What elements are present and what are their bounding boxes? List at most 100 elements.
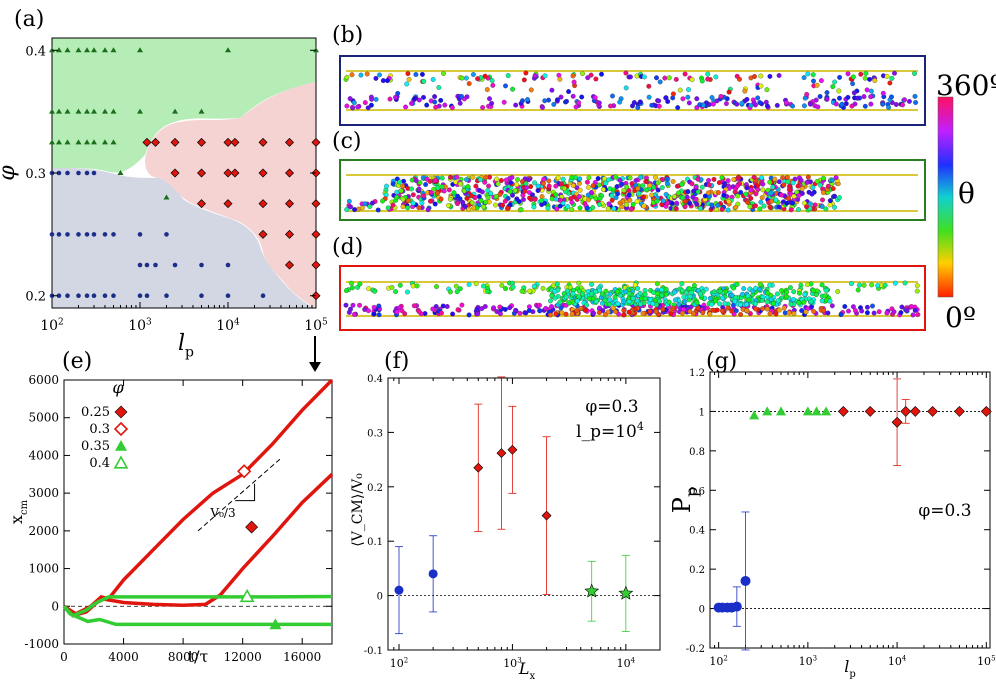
particle (619, 181, 625, 187)
particle (710, 101, 716, 107)
particle (761, 203, 767, 209)
particle (453, 179, 459, 185)
particle (682, 299, 688, 305)
phase-point-green (225, 47, 231, 53)
particle (713, 298, 718, 304)
particle (697, 205, 703, 211)
particle (739, 291, 745, 297)
phase-point-green (49, 139, 55, 145)
particle (553, 311, 559, 317)
particle (576, 294, 582, 300)
phase-point-red (170, 137, 180, 147)
phase-point-green (55, 108, 62, 114)
particle (788, 301, 794, 307)
particle (466, 81, 472, 87)
particle (560, 176, 566, 182)
particle (384, 183, 389, 189)
particle (586, 175, 592, 181)
particle (719, 175, 725, 181)
data-point (584, 583, 600, 598)
particle (820, 197, 825, 203)
particle (759, 195, 765, 201)
phase-point-blue (199, 262, 204, 268)
y-axis-label: xcm (7, 499, 30, 524)
particle (665, 181, 670, 187)
x-tick-label: 103 (503, 657, 521, 670)
particle (611, 206, 617, 212)
particle (753, 203, 758, 209)
particle (810, 287, 816, 293)
particle (540, 285, 546, 291)
particle (764, 87, 770, 93)
phase-point-green (137, 108, 143, 114)
colorbar (937, 96, 954, 298)
data-point (864, 406, 876, 417)
particle (597, 195, 603, 201)
particle (590, 183, 596, 189)
particle (707, 295, 713, 301)
particle (842, 304, 848, 309)
particle (796, 300, 802, 306)
phase-point-blue (144, 293, 150, 299)
particle (624, 184, 630, 190)
particle (549, 304, 554, 310)
y-tick-label: 6000 (28, 373, 59, 387)
particle (880, 101, 886, 107)
particle (558, 305, 564, 311)
particle (597, 287, 603, 293)
legend-title: φ (112, 378, 124, 397)
particle (607, 291, 613, 297)
particle (719, 308, 725, 314)
particle (845, 94, 851, 100)
particle (784, 100, 789, 106)
particle (822, 293, 828, 299)
particle (764, 103, 770, 109)
particle (436, 85, 442, 90)
particle (510, 86, 516, 92)
particle (539, 198, 544, 204)
particle (502, 198, 508, 204)
phase-point-red (223, 168, 233, 178)
particle (513, 307, 519, 313)
data-point (954, 406, 965, 417)
particle (821, 308, 826, 314)
particle (739, 100, 745, 106)
particle (466, 312, 472, 318)
particle (910, 312, 916, 318)
particle (623, 85, 629, 91)
particle (746, 297, 752, 303)
particle (346, 198, 352, 204)
particle (558, 94, 564, 100)
particle (716, 180, 722, 186)
particle (580, 71, 585, 77)
particle (801, 75, 807, 81)
particle (721, 192, 727, 198)
particle (790, 200, 796, 206)
particle (565, 204, 571, 210)
y-tick-label: 0.3 (367, 428, 383, 439)
particle (459, 302, 465, 308)
particle (394, 189, 400, 195)
phase-point-red (311, 199, 321, 209)
particle (471, 205, 477, 211)
phase-point-green (64, 47, 71, 53)
particle (776, 179, 782, 185)
particle (557, 299, 563, 305)
particle (606, 201, 612, 207)
particle (613, 309, 618, 315)
particle (612, 294, 618, 300)
particle (760, 306, 766, 312)
particle (344, 207, 350, 213)
particle (469, 200, 475, 206)
particle (425, 207, 431, 213)
particle (460, 199, 466, 205)
particle (390, 202, 396, 208)
data-point (927, 406, 939, 417)
particle (751, 100, 757, 106)
data-point (749, 410, 760, 420)
particle (577, 176, 583, 182)
particle (373, 75, 379, 81)
particle (643, 179, 649, 184)
particle (380, 78, 386, 84)
phase-point-red (258, 137, 268, 147)
